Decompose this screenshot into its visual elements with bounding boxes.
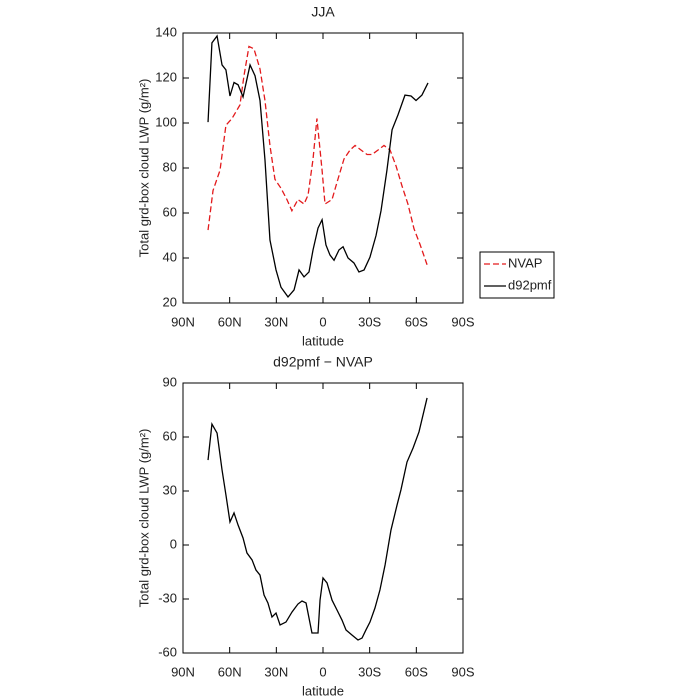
- chart-title: d92pmf − NVAP: [273, 354, 373, 370]
- y-tick-label: 0: [170, 536, 177, 551]
- x-tick-label: 30S: [358, 664, 381, 679]
- y-tick-label: 80: [163, 159, 177, 174]
- x-tick-label: 60N: [218, 664, 242, 679]
- x-tick-label: 90N: [171, 664, 195, 679]
- y-tick-label: 100: [155, 114, 177, 129]
- y-tick-label: 60: [163, 204, 177, 219]
- x-tick-label: 90S: [451, 664, 474, 679]
- y-tick-label: 120: [155, 69, 177, 84]
- y-tick-label: 140: [155, 24, 177, 39]
- y-tick-label: -30: [158, 590, 177, 605]
- y-axis-label: Total grd-box cloud LWP (g/m²): [136, 79, 151, 258]
- x-tick-label: 30N: [264, 314, 288, 329]
- x-tick-label: 0: [319, 664, 326, 679]
- x-tick-label: 60N: [218, 314, 242, 329]
- legend-label: NVAP: [508, 255, 542, 270]
- x-tick-label: 30N: [264, 664, 288, 679]
- y-tick-label: 30: [163, 482, 177, 497]
- x-tick-label: 60S: [405, 664, 428, 679]
- legend: NVAP d92pmf: [479, 251, 555, 299]
- plot-frame: [182, 382, 464, 654]
- y-tick-label: 90: [163, 374, 177, 389]
- y-axis-label: Total grd-box cloud LWP (g/m²): [136, 429, 151, 608]
- data-line: [207, 397, 428, 641]
- legend-label: d92pmf: [508, 277, 552, 292]
- y-tick-label: 60: [163, 428, 177, 443]
- chart-title: JJA: [311, 4, 335, 20]
- y-tick-label: -60: [158, 644, 177, 659]
- data-line: [207, 45, 428, 265]
- x-tick-label: 90S: [451, 314, 474, 329]
- plot-frame: [182, 32, 464, 304]
- x-tick-label: 0: [319, 314, 326, 329]
- x-tick-label: 90N: [171, 314, 195, 329]
- x-tick-label: 60S: [405, 314, 428, 329]
- y-tick-label: 40: [163, 249, 177, 264]
- x-tick-label: 30S: [358, 314, 381, 329]
- x-axis-label: latitude: [302, 333, 344, 348]
- legend-box: [479, 251, 555, 299]
- data-line: [207, 34, 429, 298]
- x-axis-label: latitude: [302, 683, 344, 698]
- y-tick-label: 20: [163, 294, 177, 309]
